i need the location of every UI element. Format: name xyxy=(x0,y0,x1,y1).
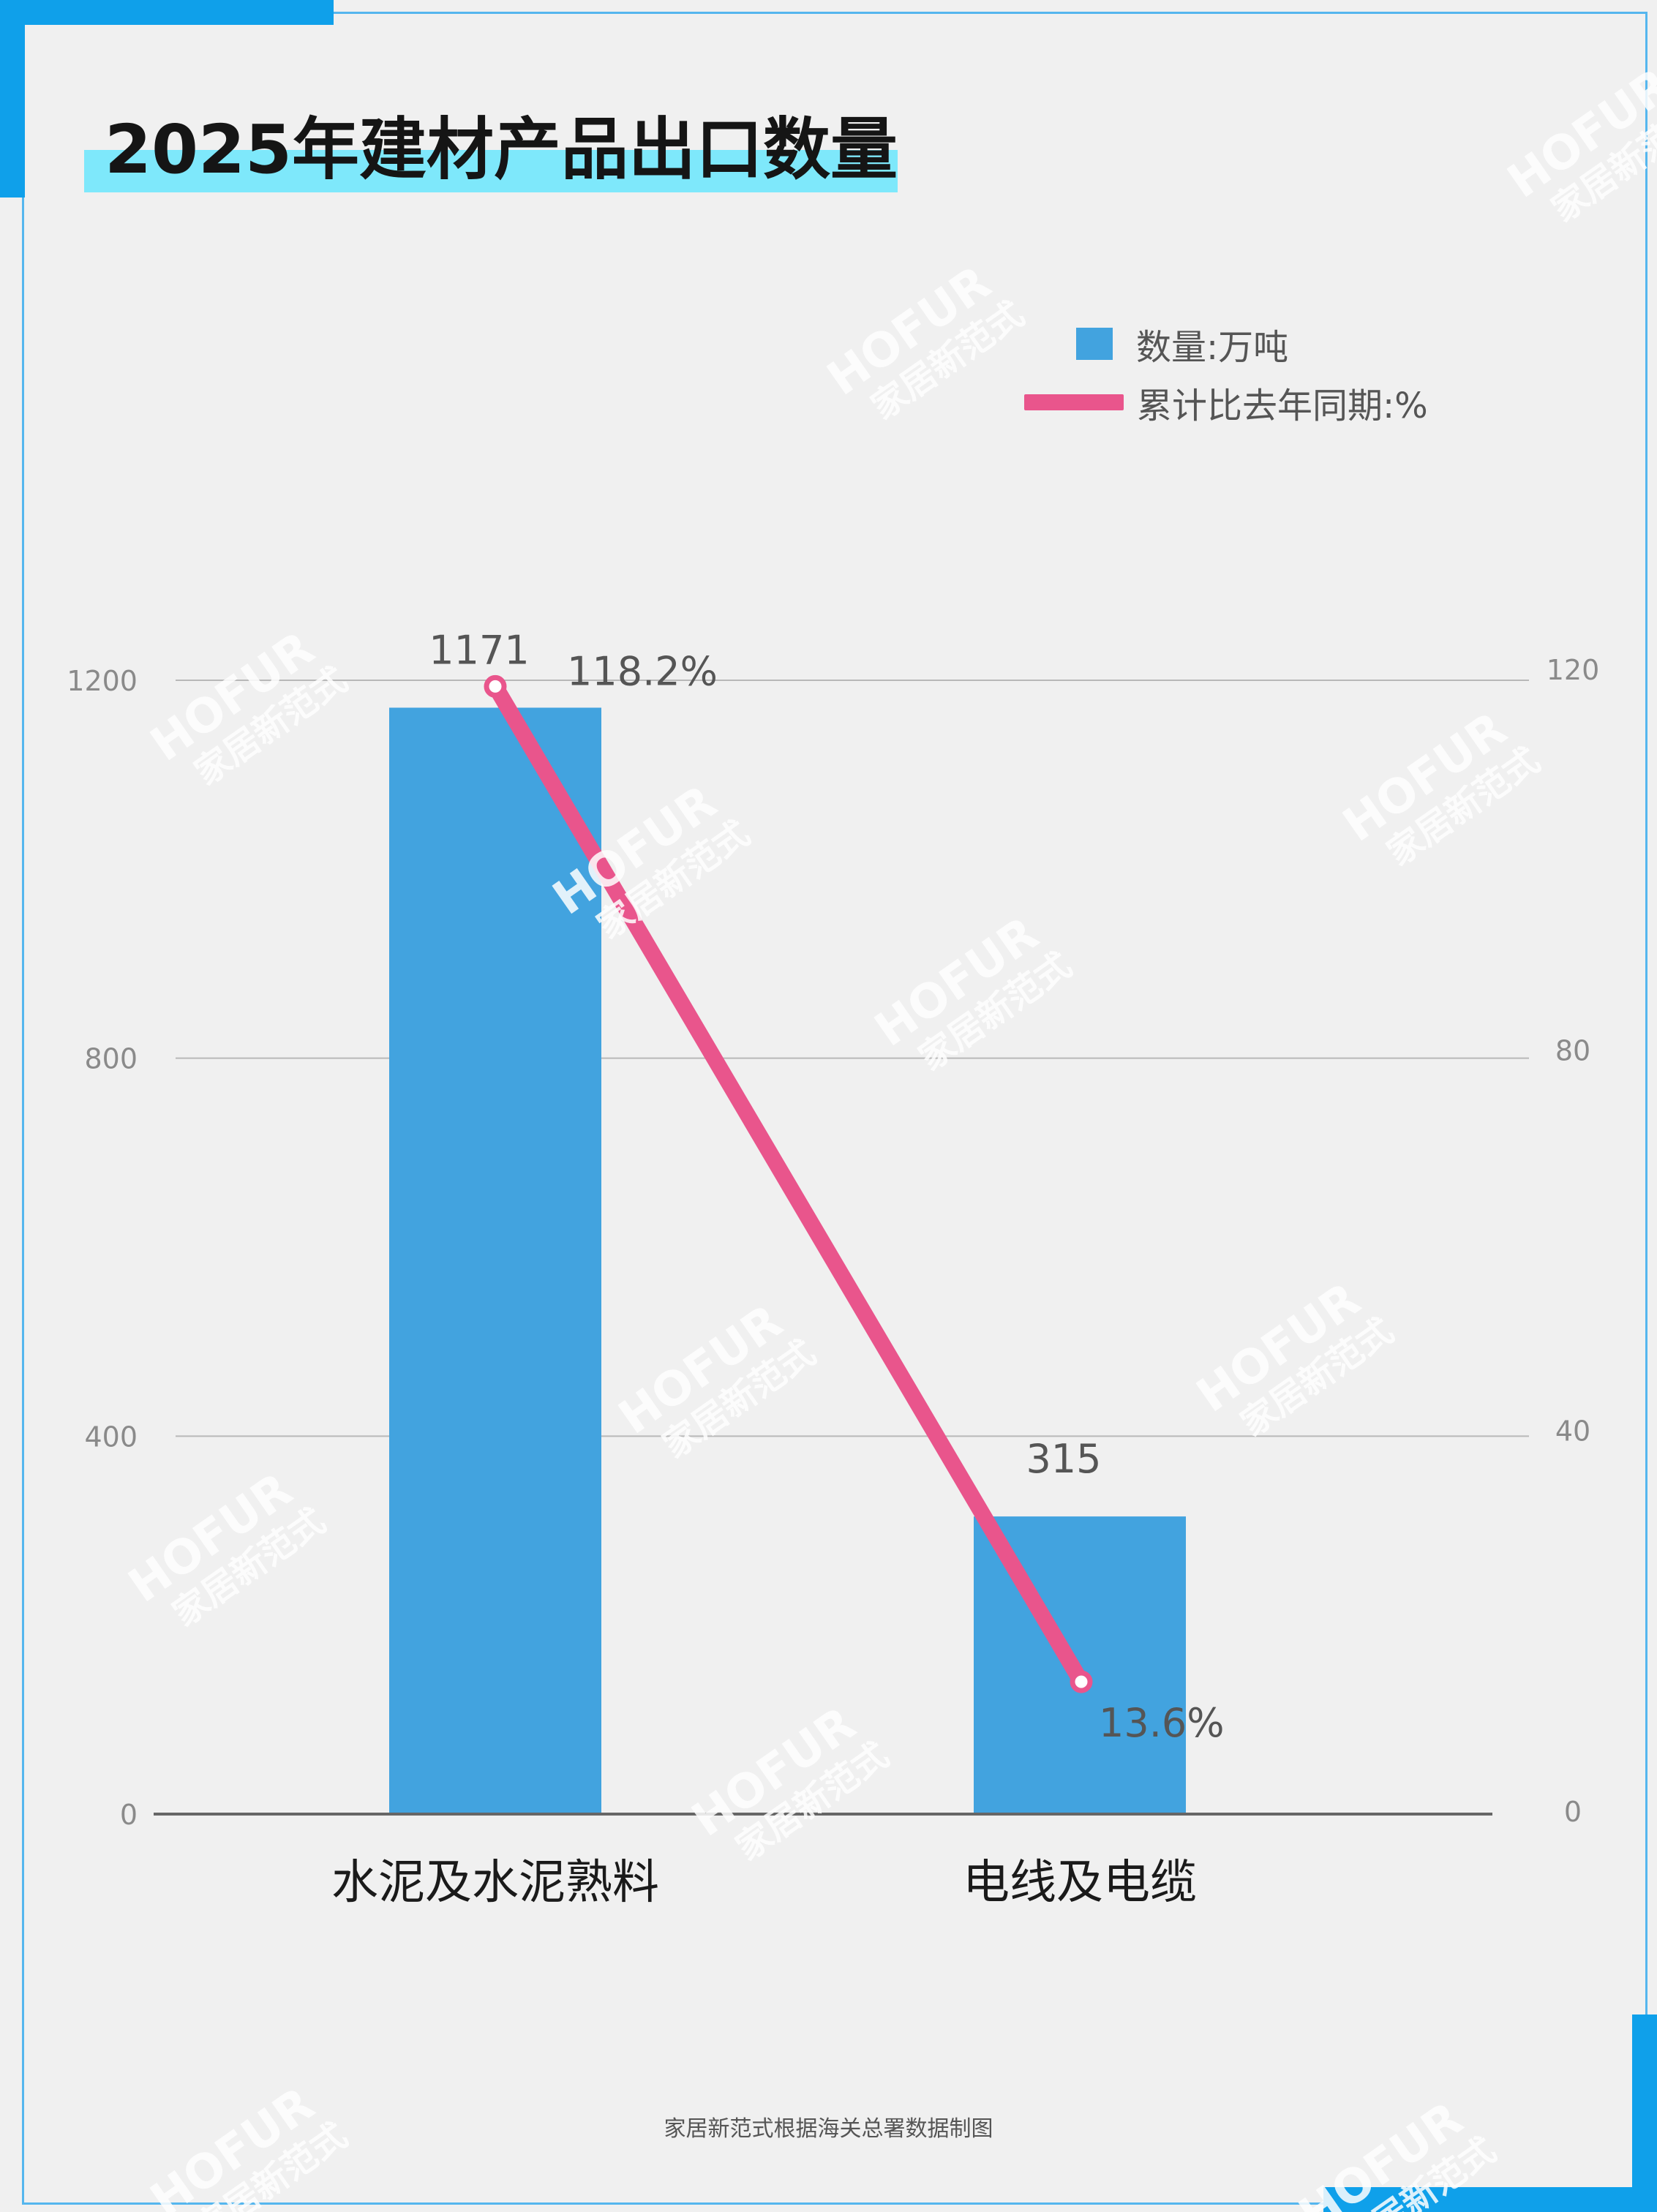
y-left-tick-label: 0 xyxy=(120,1799,138,1831)
legend-item-line: 累计比去年同期:% xyxy=(1024,373,1428,432)
x-category-label: 电线及电缆 xyxy=(963,1856,1197,1910)
chart-title: 2025年建材产品出口数量 xyxy=(105,110,898,189)
outer-frame xyxy=(22,12,1647,2205)
y-left-tick-label: 400 xyxy=(84,1421,138,1453)
y-right-tick-label: 120 xyxy=(1547,654,1600,686)
corner-accent-top-left xyxy=(0,0,334,25)
legend-line-swatch xyxy=(1024,394,1124,410)
legend-item-bar: 数量:万吨 xyxy=(1024,315,1428,373)
corner-accent-bottom-right xyxy=(1323,2187,1657,2212)
legend-bar-label: 数量:万吨 xyxy=(1136,327,1289,368)
legend-bar-swatch xyxy=(1076,328,1113,360)
corner-accent-bottom-right-vertical xyxy=(1632,2014,1657,2212)
legend: 数量:万吨 累计比去年同期:% xyxy=(1024,315,1428,432)
bar xyxy=(389,707,601,1815)
bar-value-label: 1171 xyxy=(429,627,529,673)
line-point xyxy=(1070,1670,1093,1693)
y-right-tick-label: 40 xyxy=(1555,1415,1590,1448)
y-left-tick-label: 1200 xyxy=(67,665,138,697)
bar-value-label: 315 xyxy=(1026,1436,1101,1482)
y-right-tick-label: 0 xyxy=(1564,1796,1582,1828)
corner-accent-top-left-vertical xyxy=(0,0,25,198)
legend-line-label: 累计比去年同期:% xyxy=(1137,385,1428,426)
line-value-label: 118.2% xyxy=(567,648,718,694)
line-series xyxy=(487,678,1089,1690)
y-left-tick-label: 800 xyxy=(84,1043,138,1075)
x-category-label: 水泥及水泥熟料 xyxy=(331,1856,659,1910)
y-right-tick-label: 80 xyxy=(1555,1034,1590,1066)
line-point xyxy=(484,674,507,698)
title-highlight xyxy=(84,150,898,192)
footnote: 家居新范式根据海关总署数据制图 xyxy=(664,2116,993,2142)
line-value-label: 13.6% xyxy=(1099,1700,1225,1746)
title-block: 2025年建材产品出口数量 xyxy=(84,110,898,192)
